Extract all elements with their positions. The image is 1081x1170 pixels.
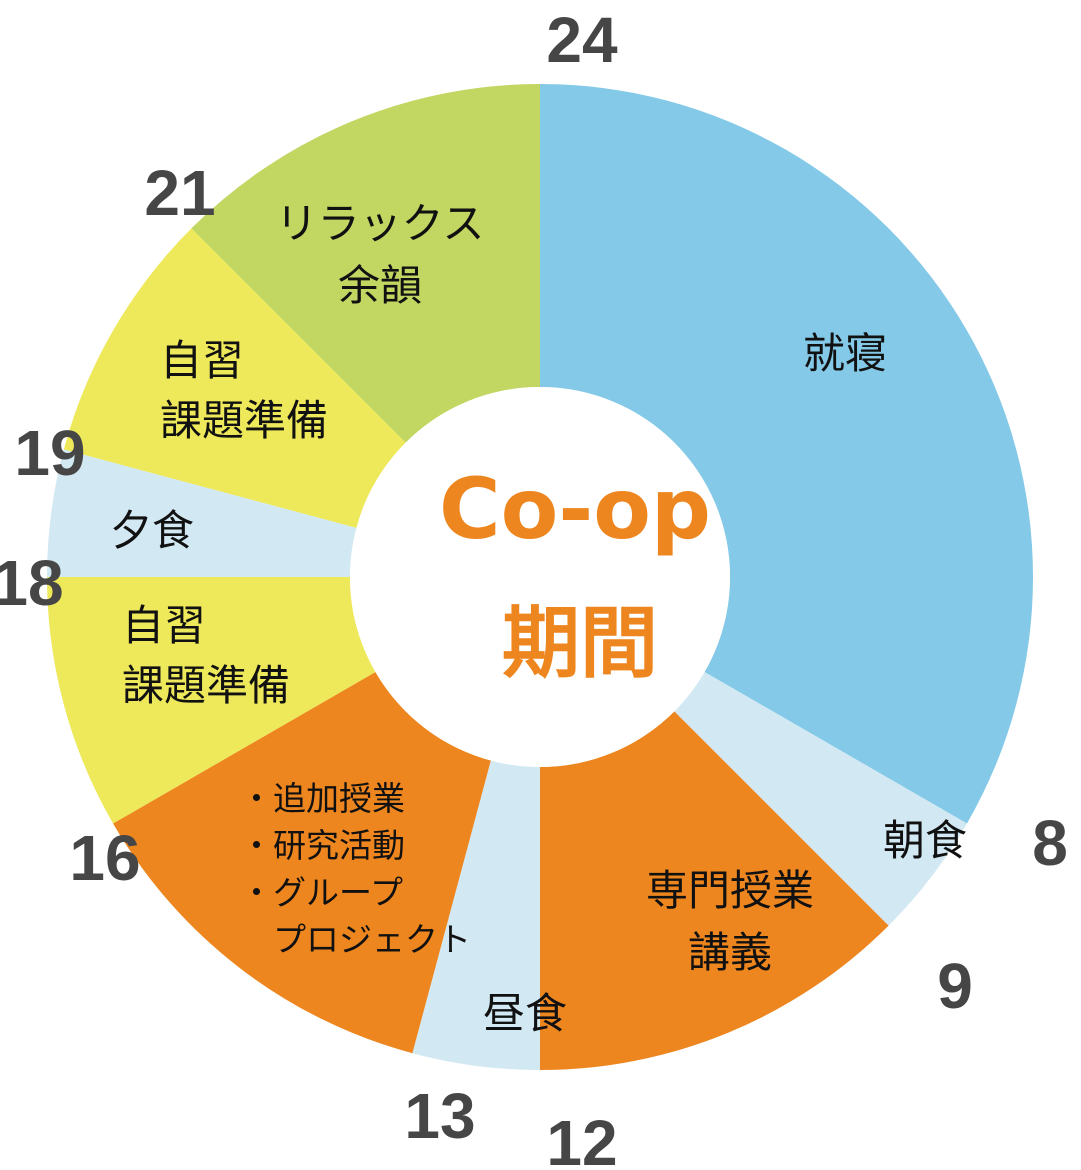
segment-label-8-line-0: リラックス [276, 199, 485, 248]
hour-label-8: 8 [1032, 807, 1068, 879]
segment-label-6-line-0: 夕食 [110, 506, 194, 555]
segment-label-4-line-1: ・研究活動 [240, 826, 405, 865]
hour-label-18: 18 [0, 547, 64, 619]
hour-label-12: 12 [546, 1107, 617, 1170]
segment-label-4-line-0: ・追加授業 [240, 779, 405, 818]
segment-label-2-line-0: 専門授業 [646, 866, 814, 915]
segment-label-8-line-1: 余韻 [338, 261, 422, 310]
segments-group [47, 84, 1033, 1070]
segment-label-2-line-1: 講義 [688, 928, 772, 977]
hour-label-19: 19 [14, 417, 85, 489]
hour-label-16: 16 [69, 822, 140, 894]
segment-label-4-line-3: プロジェクト [240, 920, 471, 959]
hour-label-21: 21 [144, 157, 215, 229]
segment-label-5-line-0: 自習 [122, 601, 206, 650]
hour-label-24: 24 [546, 4, 618, 76]
center-subtitle: 期間 [502, 599, 658, 689]
segment-3 [412, 760, 540, 1070]
segment-6 [47, 449, 357, 577]
segment-label-0-line-0: 就寝 [803, 329, 887, 378]
segment-5 [47, 577, 376, 824]
segment-7 [63, 228, 406, 528]
segment-2 [540, 711, 889, 1070]
segment-label-3-line-0: 昼食 [483, 989, 567, 1038]
segment-1 [674, 672, 967, 926]
hour-label-9: 9 [937, 950, 973, 1022]
segment-label-7-line-1: 課題準備 [160, 396, 328, 445]
hour-labels: 24 21 19 18 16 13 12 98 [0, 4, 1068, 1170]
segment-4 [113, 672, 491, 1054]
hour-label-13: 13 [404, 1080, 475, 1152]
center-hole [350, 387, 730, 767]
segment-0 [540, 84, 1033, 824]
segment-label-7-line-0: 自習 [160, 336, 244, 385]
segment-label-5-line-1: 課題準備 [122, 661, 290, 710]
segment-label-1-line-0: 朝食 [883, 816, 967, 865]
segment-label-4-line-2: ・グループ [240, 873, 403, 912]
center-title: Co-op [439, 460, 711, 558]
segment-8 [191, 84, 540, 443]
